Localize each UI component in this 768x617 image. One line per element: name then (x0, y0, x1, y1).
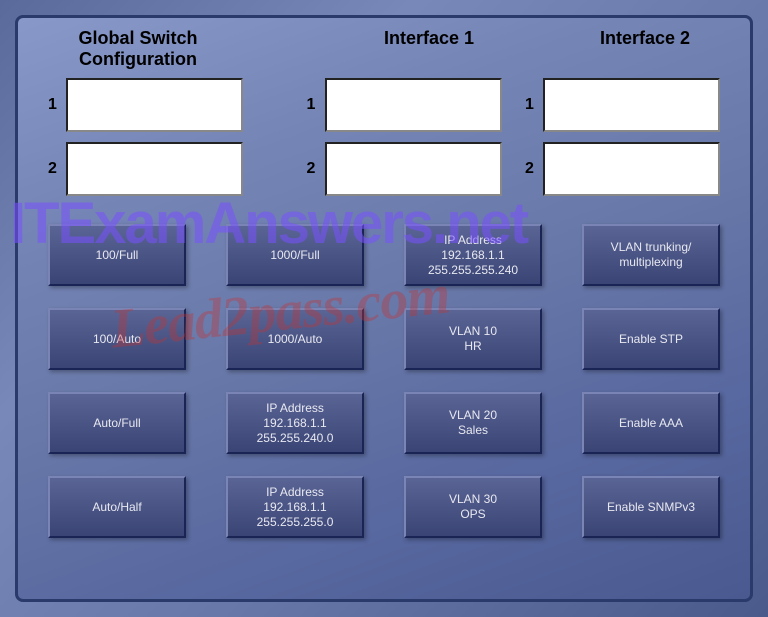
dropcol-interface1: 1 2 (307, 78, 502, 196)
slot-number: 2 (48, 160, 60, 178)
option-button[interactable]: VLAN trunking/ multiplexing (582, 224, 720, 286)
slot-number: 1 (525, 96, 537, 114)
option-button[interactable]: Auto/Half (48, 476, 186, 538)
drop-row: 1 (307, 78, 502, 132)
option-button[interactable]: 100/Full (48, 224, 186, 286)
header-interface-1: Interface 1 (339, 28, 519, 70)
option-button[interactable]: 1000/Full (226, 224, 364, 286)
option-button[interactable]: Enable AAA (582, 392, 720, 454)
drop-target-if1-1[interactable] (325, 78, 502, 132)
option-button[interactable]: VLAN 30 OPS (404, 476, 542, 538)
option-button[interactable]: 1000/Auto (226, 308, 364, 370)
header-interface-2: Interface 2 (570, 28, 720, 70)
option-button[interactable]: VLAN 20 Sales (404, 392, 542, 454)
option-button[interactable]: VLAN 10 HR (404, 308, 542, 370)
option-button[interactable]: Enable STP (582, 308, 720, 370)
drop-row: 2 (525, 142, 720, 196)
drop-target-global-2[interactable] (66, 142, 243, 196)
option-grid: 100/Full 1000/Full IP Address 192.168.1.… (38, 224, 730, 538)
option-button[interactable]: IP Address 192.168.1.1 255.255.255.0 (226, 476, 364, 538)
drop-zones: 1 2 1 2 1 2 (38, 78, 730, 196)
option-button[interactable]: 100/Auto (48, 308, 186, 370)
drop-target-if2-2[interactable] (543, 142, 720, 196)
option-button[interactable]: Enable SNMPv3 (582, 476, 720, 538)
drop-target-if2-1[interactable] (543, 78, 720, 132)
drop-row: 2 (307, 142, 502, 196)
slot-number: 1 (307, 96, 319, 114)
header-global-switch: Global Switch Configuration (48, 28, 228, 70)
dropcol-global: 1 2 (48, 78, 243, 196)
drop-row: 2 (48, 142, 243, 196)
column-headers: Global Switch Configuration Interface 1 … (38, 28, 730, 70)
dropcol-interface2: 1 2 (525, 78, 720, 196)
config-panel: Global Switch Configuration Interface 1 … (15, 15, 753, 602)
drop-row: 1 (525, 78, 720, 132)
slot-number: 1 (48, 96, 60, 114)
option-button[interactable]: IP Address 192.168.1.1 255.255.240.0 (226, 392, 364, 454)
drop-target-global-1[interactable] (66, 78, 243, 132)
slot-number: 2 (525, 160, 537, 178)
drop-target-if1-2[interactable] (325, 142, 502, 196)
slot-number: 2 (307, 160, 319, 178)
drop-row: 1 (48, 78, 243, 132)
option-button[interactable]: Auto/Full (48, 392, 186, 454)
option-button[interactable]: IP Address 192.168.1.1 255.255.255.240 (404, 224, 542, 286)
